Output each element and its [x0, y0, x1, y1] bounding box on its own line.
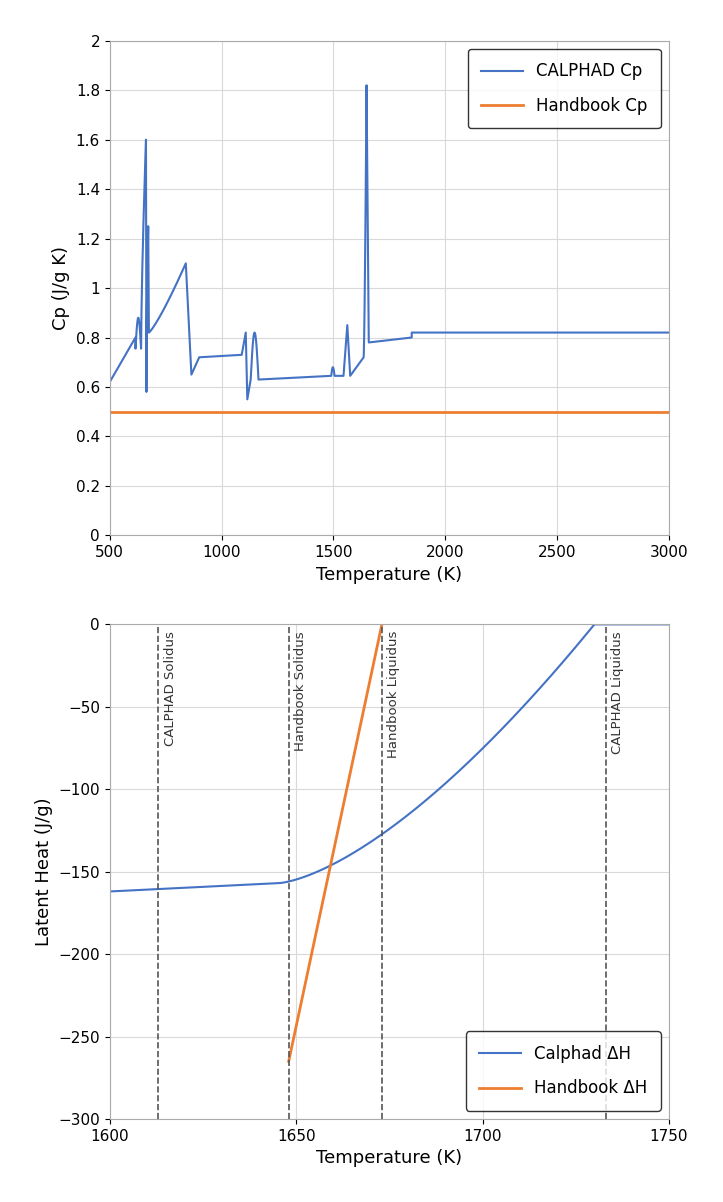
Text: Handbook Solidus: Handbook Solidus — [294, 631, 307, 750]
CALPHAD Cp — [664, 326, 673, 340]
Calphad ΔH — [375, 829, 383, 844]
CALPHAD Cp — [164, 293, 173, 308]
Handbook Cp — [0, 405, 2, 419]
Legend: Calphad ΔH, Handbook ΔH: Calphad ΔH, Handbook ΔH — [466, 1031, 661, 1111]
Calphad ΔH — [591, 617, 599, 631]
X-axis label: Temperature (K): Temperature (K) — [316, 1149, 463, 1167]
Text: Handbook Liquidus: Handbook Liquidus — [388, 631, 401, 758]
Calphad ΔH — [371, 832, 380, 846]
Line: Calphad ΔH: Calphad ΔH — [110, 624, 669, 892]
Calphad ΔH — [438, 779, 447, 793]
Y-axis label: Latent Heat (J/g): Latent Heat (J/g) — [35, 797, 53, 946]
Calphad ΔH — [564, 649, 573, 664]
Calphad ΔH — [664, 617, 673, 631]
Text: CALPHAD Liquidus: CALPHAD Liquidus — [611, 631, 624, 754]
CALPHAD Cp — [336, 369, 345, 383]
Calphad ΔH — [652, 617, 661, 631]
CALPHAD Cp — [343, 326, 351, 340]
Calphad ΔH — [408, 804, 416, 819]
Handbook Cp — [0, 405, 2, 419]
CALPHAD Cp — [179, 261, 188, 275]
CALPHAD Cp — [106, 375, 114, 389]
CALPHAD Cp — [168, 284, 177, 298]
Line: CALPHAD Cp: CALPHAD Cp — [110, 85, 669, 399]
Calphad ΔH — [106, 885, 114, 899]
CALPHAD Cp — [214, 349, 223, 363]
Text: CALPHAD Solidus: CALPHAD Solidus — [164, 631, 177, 745]
Legend: CALPHAD Cp, Handbook Cp: CALPHAD Cp, Handbook Cp — [468, 49, 661, 129]
CALPHAD Cp — [362, 78, 371, 93]
Y-axis label: Cp (J/g K): Cp (J/g K) — [52, 246, 70, 331]
X-axis label: Temperature (K): Temperature (K) — [316, 566, 463, 584]
CALPHAD Cp — [243, 392, 252, 406]
